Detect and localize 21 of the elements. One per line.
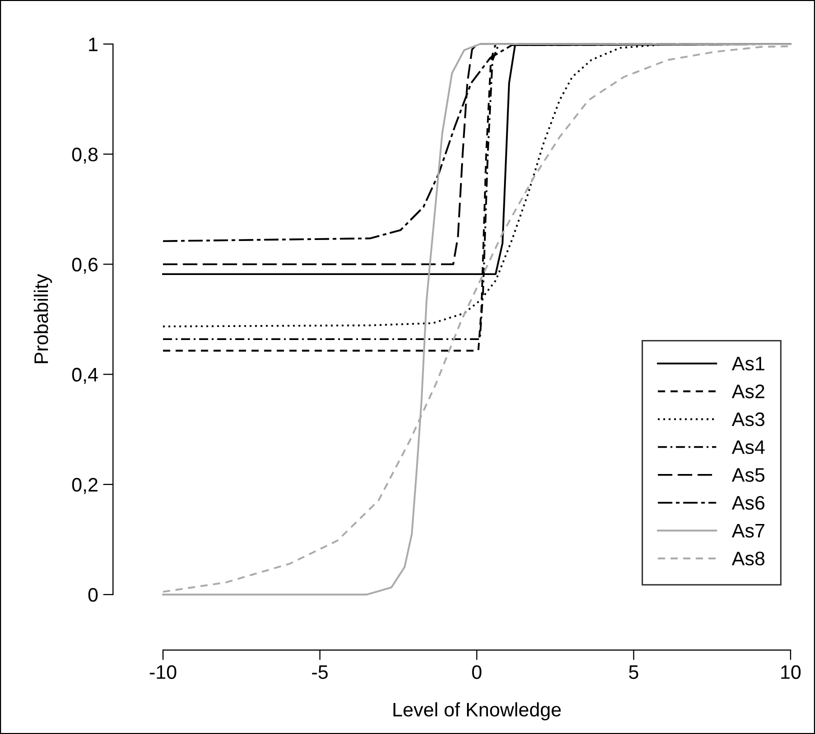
y-tick-label: 0,4 bbox=[72, 368, 98, 384]
legend-label: As1 bbox=[732, 356, 764, 370]
legend-label: As3 bbox=[732, 412, 764, 426]
x-tick-label: 5 bbox=[629, 665, 638, 679]
y-axis-title: Probability bbox=[34, 274, 52, 364]
legend-label: As4 bbox=[732, 440, 765, 454]
x-axis-title: Level of Knowledge bbox=[394, 702, 561, 720]
x-tick-label: 0 bbox=[472, 665, 482, 679]
x-tick-label: -10 bbox=[150, 665, 176, 679]
y-tick-label: 0,2 bbox=[72, 478, 98, 494]
y-tick-label: 1 bbox=[89, 38, 98, 52]
y-tick-label: 0 bbox=[88, 588, 98, 602]
legend-label: As2 bbox=[732, 384, 764, 398]
legend-label: As6 bbox=[732, 496, 764, 510]
x-tick-label: -5 bbox=[312, 665, 328, 679]
legend-label: As5 bbox=[732, 468, 764, 482]
legend-label: As8 bbox=[732, 552, 764, 566]
y-tick-label: 0,8 bbox=[72, 148, 98, 164]
y-tick-label: 0,6 bbox=[72, 258, 98, 274]
x-tick-label: 10 bbox=[781, 665, 801, 679]
legend-label: As7 bbox=[732, 524, 764, 538]
